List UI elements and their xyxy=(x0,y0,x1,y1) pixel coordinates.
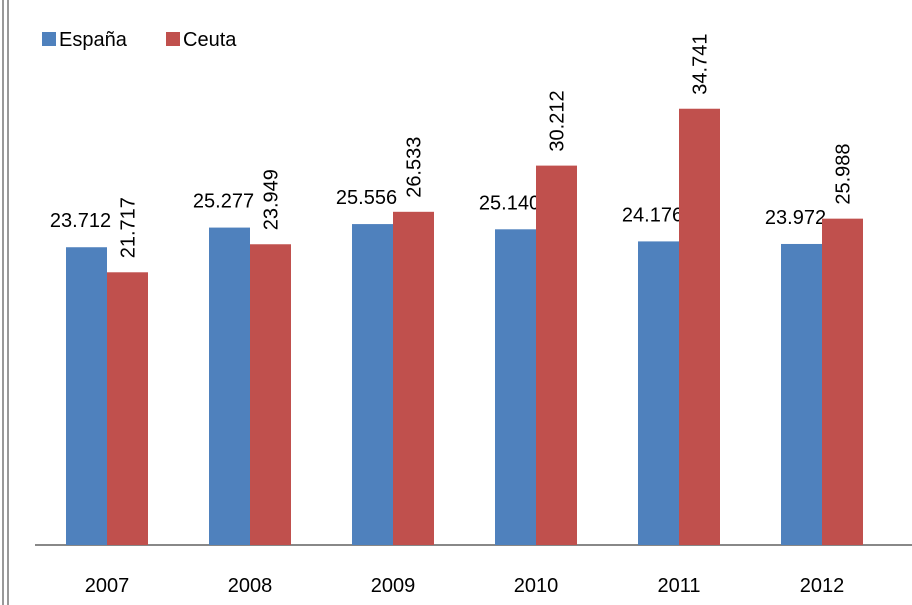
legend-swatch xyxy=(42,32,56,46)
data-label: 21.717 xyxy=(118,197,140,258)
bar xyxy=(250,244,291,546)
data-label: 25.556 xyxy=(336,187,397,209)
bar xyxy=(638,241,679,545)
x-tick-label: 2009 xyxy=(371,575,416,597)
bar xyxy=(495,229,536,545)
bar xyxy=(66,247,107,545)
legend-swatch xyxy=(166,32,180,46)
data-label: 24.176 xyxy=(622,204,683,226)
bar xyxy=(107,272,148,545)
x-tick-label: 2007 xyxy=(85,575,130,597)
data-label: 34.741 xyxy=(690,34,712,95)
data-label: 25.277 xyxy=(193,191,254,213)
bar xyxy=(352,224,393,545)
data-label: 23.949 xyxy=(261,169,283,230)
bar xyxy=(781,243,822,546)
legend-label: Ceuta xyxy=(183,29,237,51)
data-label: 23.972 xyxy=(765,207,826,229)
x-tick-label: 2011 xyxy=(657,575,700,597)
data-label: 23.712 xyxy=(50,210,111,232)
data-label: 25.140 xyxy=(479,192,540,214)
x-tick-label: 2008 xyxy=(228,575,273,597)
x-tick-label: 2012 xyxy=(800,575,845,597)
data-label: 26.533 xyxy=(404,137,426,198)
bar xyxy=(536,165,577,545)
data-label: 25.988 xyxy=(833,143,855,204)
x-tick-label: 2010 xyxy=(514,575,559,597)
legend-label: España xyxy=(59,29,128,51)
bar xyxy=(679,108,720,545)
bar xyxy=(822,218,863,545)
bar xyxy=(393,211,434,546)
data-label: 30.212 xyxy=(547,90,569,151)
bar xyxy=(209,227,250,545)
